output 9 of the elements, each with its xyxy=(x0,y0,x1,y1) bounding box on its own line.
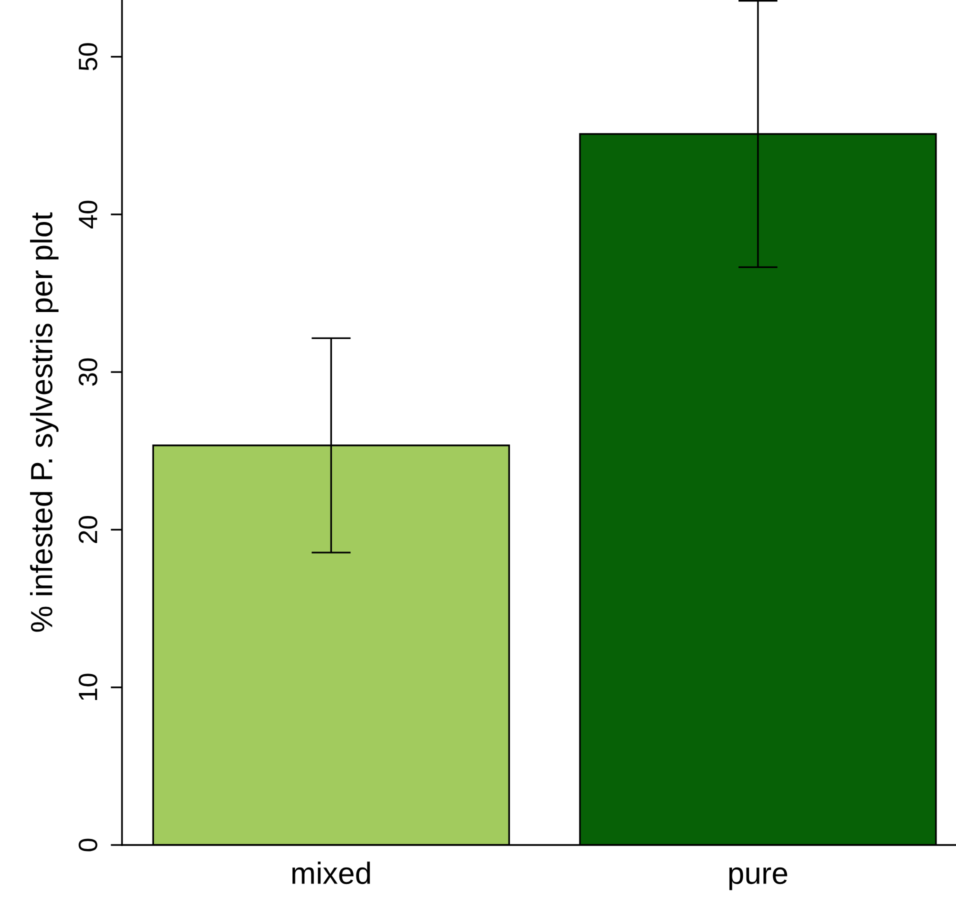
y-tick-label: 0 xyxy=(78,838,98,852)
x-tick-label: mixed xyxy=(292,862,370,884)
x-tick-label: pure xyxy=(729,867,788,890)
y-tick-label: 10 xyxy=(78,674,98,700)
y-tick-label: 40 xyxy=(78,200,98,228)
y-tick-label: 50 xyxy=(78,43,98,70)
y-axis-title: % infested P. sylvestris per plot xyxy=(30,212,59,632)
y-tick-label: 30 xyxy=(78,358,98,386)
y-tick-label: 20 xyxy=(78,516,98,544)
